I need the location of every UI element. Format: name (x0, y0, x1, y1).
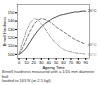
svg-text:150: 150 (8, 10, 15, 15)
svg-text:10: 10 (24, 60, 29, 65)
svg-text:70: 70 (69, 60, 74, 65)
svg-text:90: 90 (84, 60, 89, 65)
svg-text:100: 100 (8, 52, 15, 57)
svg-text:70°C: 70°C (88, 52, 97, 57)
svg-text:20: 20 (32, 60, 37, 65)
svg-text:Brinell Hardness: Brinell Hardness (2, 17, 7, 46)
svg-text:120: 120 (8, 35, 15, 40)
svg-text:20°C: 20°C (88, 8, 97, 13)
svg-text:80: 80 (76, 60, 81, 65)
svg-text:140: 140 (8, 18, 15, 23)
svg-text:110: 110 (8, 43, 15, 48)
svg-text:40°C: 40°C (88, 42, 97, 47)
svg-text:0: 0 (18, 60, 21, 65)
svg-text:130: 130 (8, 27, 15, 32)
svg-text:Ageing Time: Ageing Time (42, 65, 65, 70)
html-text:30 40 50 60: 30 40 50 60 (39, 60, 66, 66)
html-text:Brinell hardness measured with: Brinell hardness measured with a 1/16 mm… (2, 69, 95, 84)
